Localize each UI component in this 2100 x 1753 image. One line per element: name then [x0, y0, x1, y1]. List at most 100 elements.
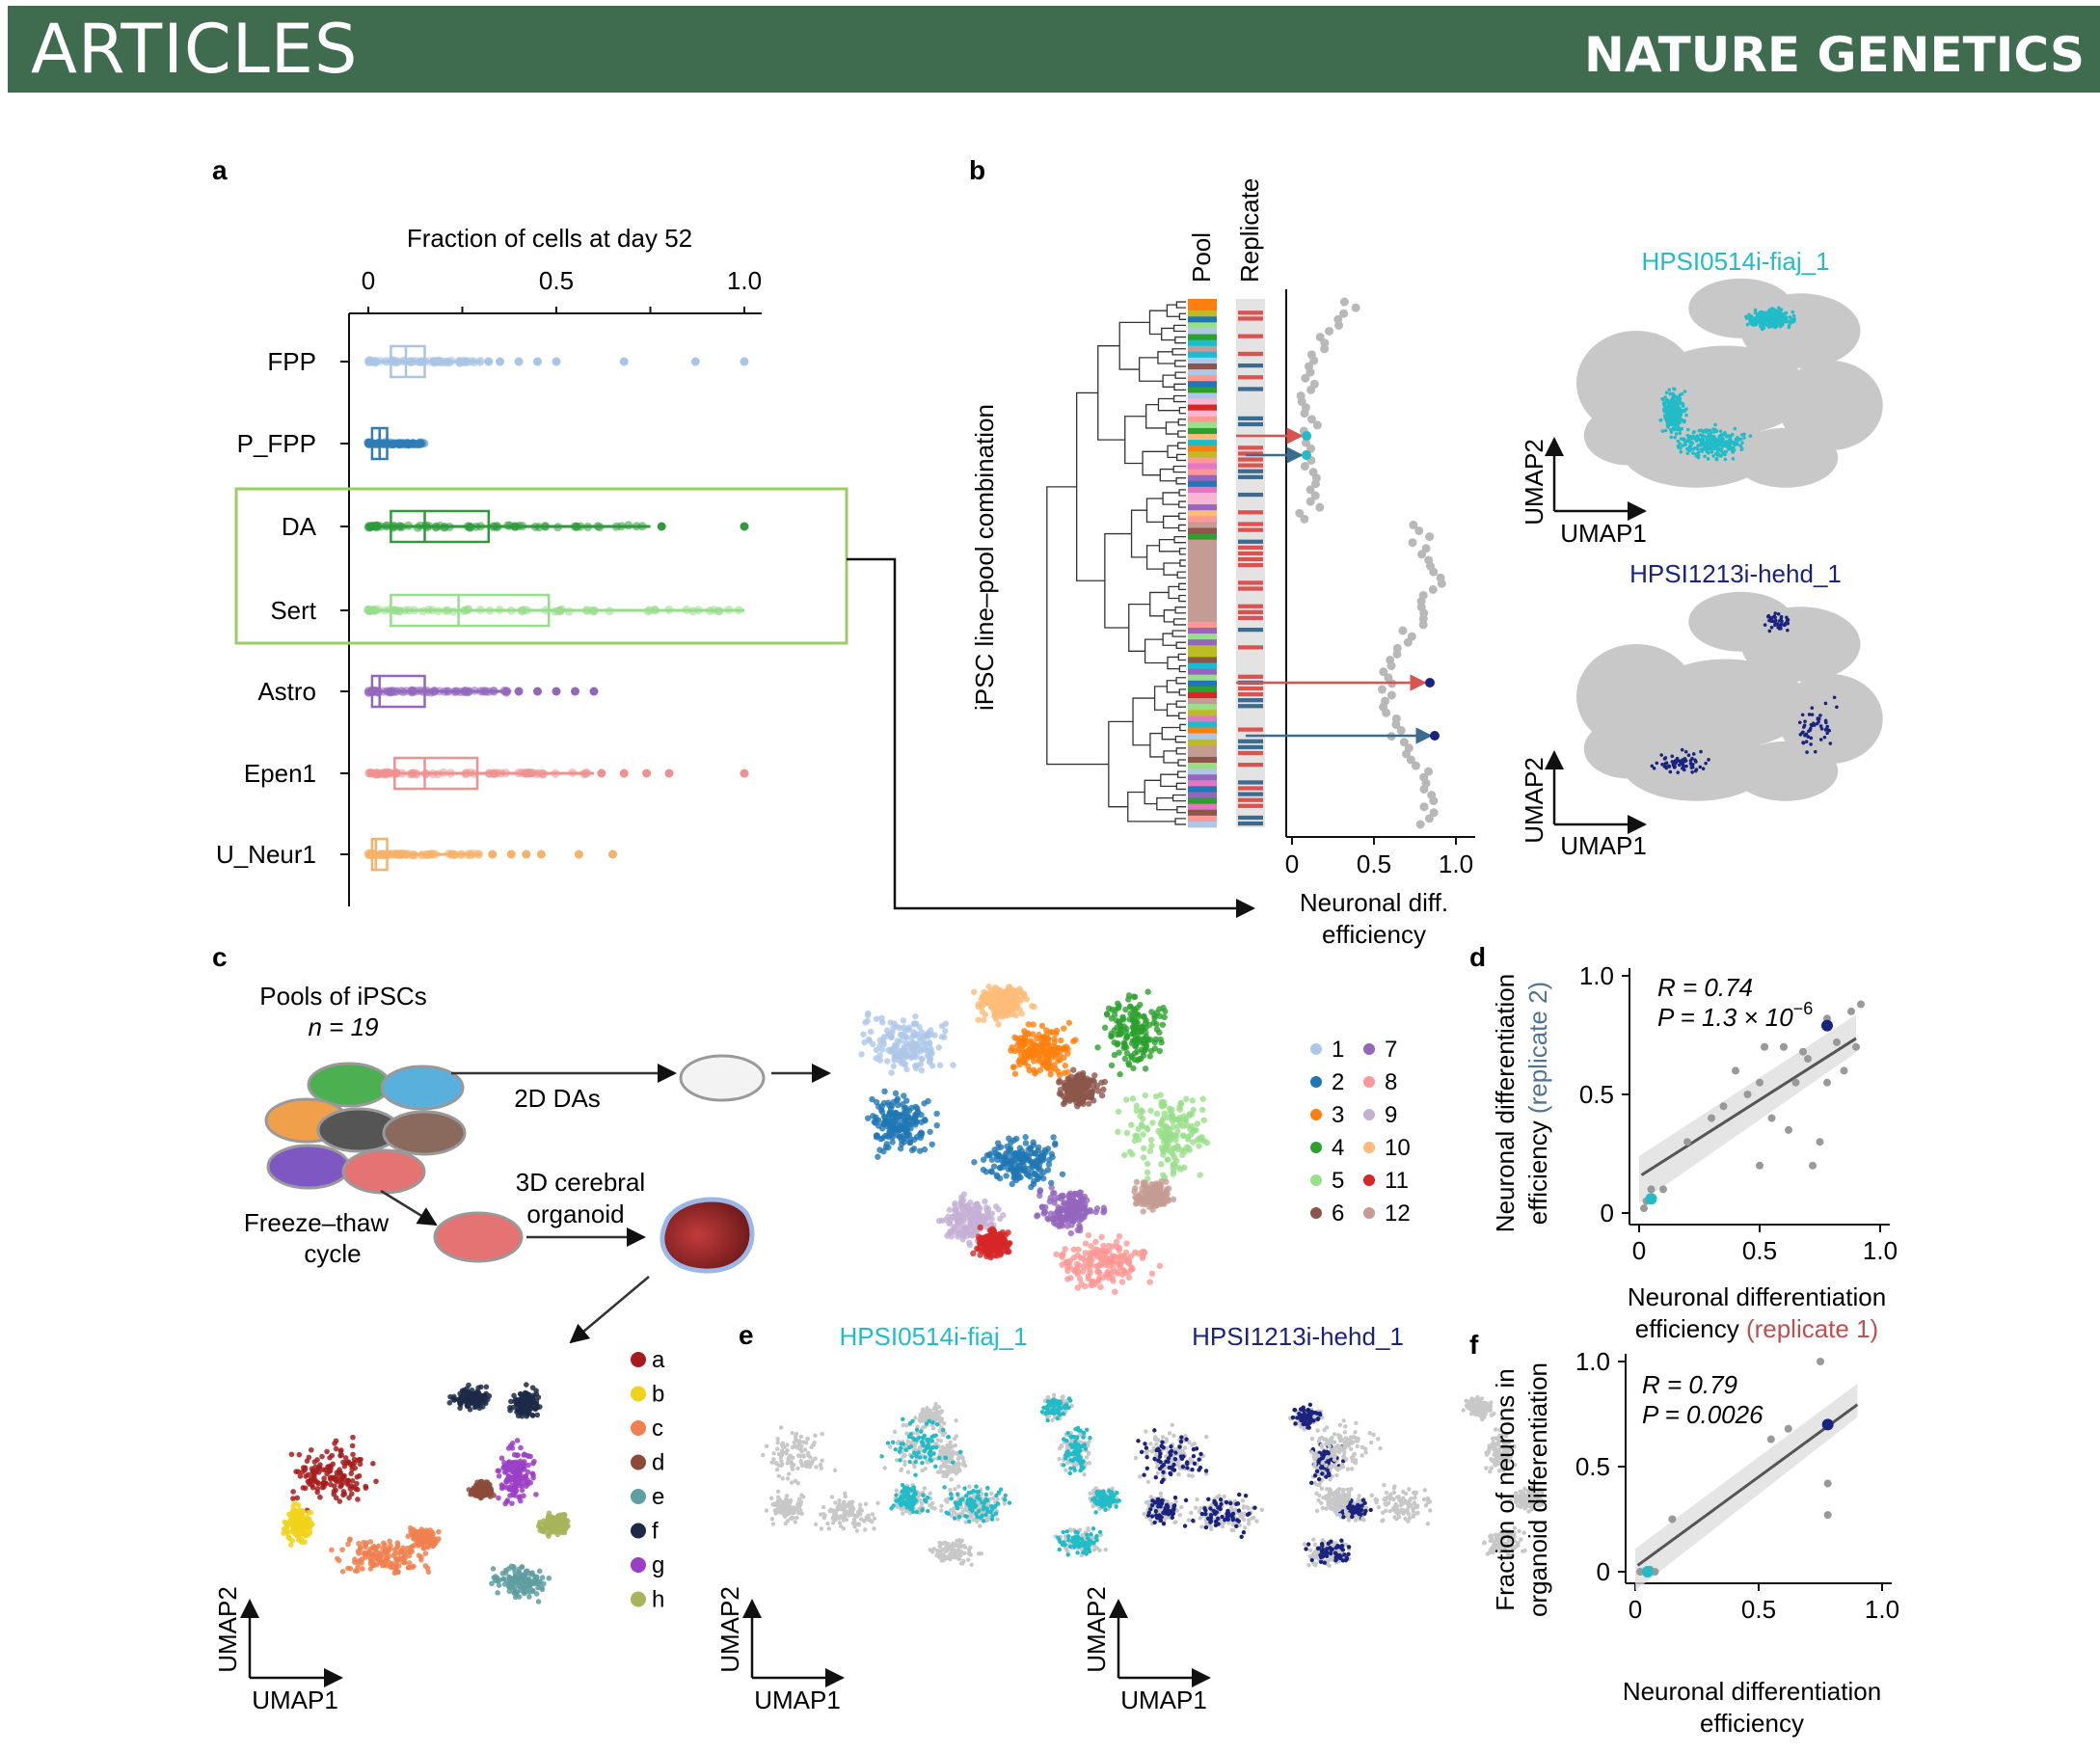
umap-cell — [1037, 1187, 1044, 1194]
umap-highlight-cell — [1674, 432, 1679, 436]
outlier-point — [657, 522, 666, 531]
umap-cell — [946, 1220, 953, 1227]
efficiency-point — [1312, 420, 1322, 430]
pool-cell — [1188, 721, 1217, 728]
umap-cell — [1120, 1039, 1127, 1046]
umap-cluster-grey — [1576, 644, 1696, 749]
outlier-point — [574, 850, 583, 859]
box-row-p_fpp: P_FPP — [237, 426, 429, 461]
umap-cell — [984, 996, 992, 1003]
umap-cell — [1127, 1010, 1134, 1017]
umap-cell — [936, 1062, 944, 1068]
umap-cell — [1153, 1110, 1161, 1118]
umap-cell — [1046, 1063, 1054, 1070]
umap-highlight-cell — [1662, 414, 1667, 418]
umap-cell — [966, 1229, 973, 1237]
umap-highlight-cell — [1718, 429, 1723, 433]
umap-cell — [1126, 1148, 1134, 1155]
umap-highlight-cell — [1674, 423, 1678, 428]
legend-item: 1 — [1310, 1037, 1344, 1063]
umap-cell — [1133, 1178, 1141, 1186]
replicate-mark-1 — [1238, 463, 1263, 468]
legend-label: 7 — [1385, 1037, 1397, 1063]
umap-cell — [971, 1159, 978, 1166]
umap-cell — [343, 1460, 349, 1467]
replicate-mark-2 — [1238, 474, 1263, 479]
umap-cell — [1063, 1095, 1071, 1103]
replicate-mark-1 — [1238, 545, 1263, 550]
umap-cell — [507, 1404, 513, 1411]
umap-cell — [411, 1563, 417, 1570]
umap-cell — [911, 1136, 918, 1143]
umap-cell — [483, 1384, 490, 1390]
replicate-mark-1 — [1238, 451, 1263, 456]
umap-cell — [983, 990, 991, 997]
umap-cell — [875, 1153, 881, 1160]
umap-cell — [912, 1103, 919, 1111]
outlier-point — [589, 687, 599, 696]
umap-cell — [304, 1458, 310, 1464]
umap-highlight-cell — [1688, 435, 1692, 439]
umap-cell — [316, 1464, 323, 1470]
pool-cell — [1188, 615, 1217, 623]
legend-item: 3 — [1310, 1102, 1344, 1128]
dendrogram-branch — [1076, 391, 1105, 581]
umap-cluster-grey — [1688, 591, 1793, 652]
umap-cell — [966, 1241, 974, 1249]
umap-highlight-cell — [1676, 770, 1680, 774]
umap-cell — [880, 1034, 888, 1040]
umap-highlight-cell — [1762, 320, 1766, 325]
umap-cell — [1170, 1171, 1176, 1177]
pool-cell — [1188, 680, 1217, 688]
umap-cell — [879, 1125, 886, 1132]
umap-cell — [1085, 1231, 1092, 1239]
umap-highlight-cell — [1797, 720, 1802, 725]
umap-cell — [1175, 1117, 1182, 1123]
umap-cell — [1040, 1174, 1047, 1182]
umap-highlight-cell — [1683, 409, 1687, 414]
umap-cell — [877, 1135, 884, 1143]
umap-cell — [1020, 1167, 1028, 1174]
replicate-mark-1 — [1238, 375, 1263, 380]
umap-cell — [1059, 1171, 1066, 1177]
replicate-mark-2 — [1238, 469, 1263, 473]
umap-cell — [1199, 1095, 1206, 1102]
umap-highlight-cell — [1723, 457, 1728, 462]
umap-cell — [998, 1006, 1005, 1012]
efficiency-point — [1403, 637, 1413, 647]
replicate-mark-2 — [1238, 387, 1263, 391]
umap-highlight-cell — [1776, 612, 1781, 616]
replicate-mark-2 — [1238, 492, 1263, 498]
umap-cell — [300, 1465, 307, 1470]
umap-highlight-cell — [1716, 444, 1721, 447]
umap-highlight-cell — [1720, 443, 1725, 447]
umap-cell — [1064, 1267, 1071, 1275]
umap-highlight-cell — [1669, 430, 1674, 435]
umap-highlight-cell — [1759, 324, 1763, 329]
umap-cell — [333, 1476, 338, 1482]
umap-highlight-cell — [1772, 308, 1776, 311]
outlier-point — [642, 769, 652, 778]
dendrogram-branch — [1158, 538, 1180, 553]
umap-cell — [1032, 1171, 1038, 1177]
umap-cell — [310, 1484, 316, 1491]
box-row-u_neur1: U_Neur1 — [216, 837, 617, 872]
umap-cell — [1028, 1149, 1036, 1157]
umap-cell — [425, 1569, 432, 1576]
umap-cell — [1056, 1077, 1063, 1085]
umap-highlight-cell — [1807, 713, 1812, 716]
legend-label: 12 — [1385, 1200, 1411, 1227]
umap-cell — [387, 1546, 393, 1552]
replicate-mark-2 — [1238, 421, 1263, 427]
dendrogram-branch — [1177, 442, 1186, 449]
umap-cell — [1032, 1070, 1038, 1077]
pool-cell — [1188, 387, 1217, 393]
efficiency-point — [1309, 356, 1319, 365]
umap-highlight-cell — [1769, 310, 1774, 314]
umap-highlight-cell — [1764, 319, 1769, 324]
umap-highlight-cell — [1723, 430, 1727, 435]
umap-cell — [1160, 1172, 1167, 1178]
umap-cell — [1156, 1262, 1164, 1270]
umap-cell — [865, 1010, 872, 1017]
umap-cell — [946, 1230, 953, 1237]
